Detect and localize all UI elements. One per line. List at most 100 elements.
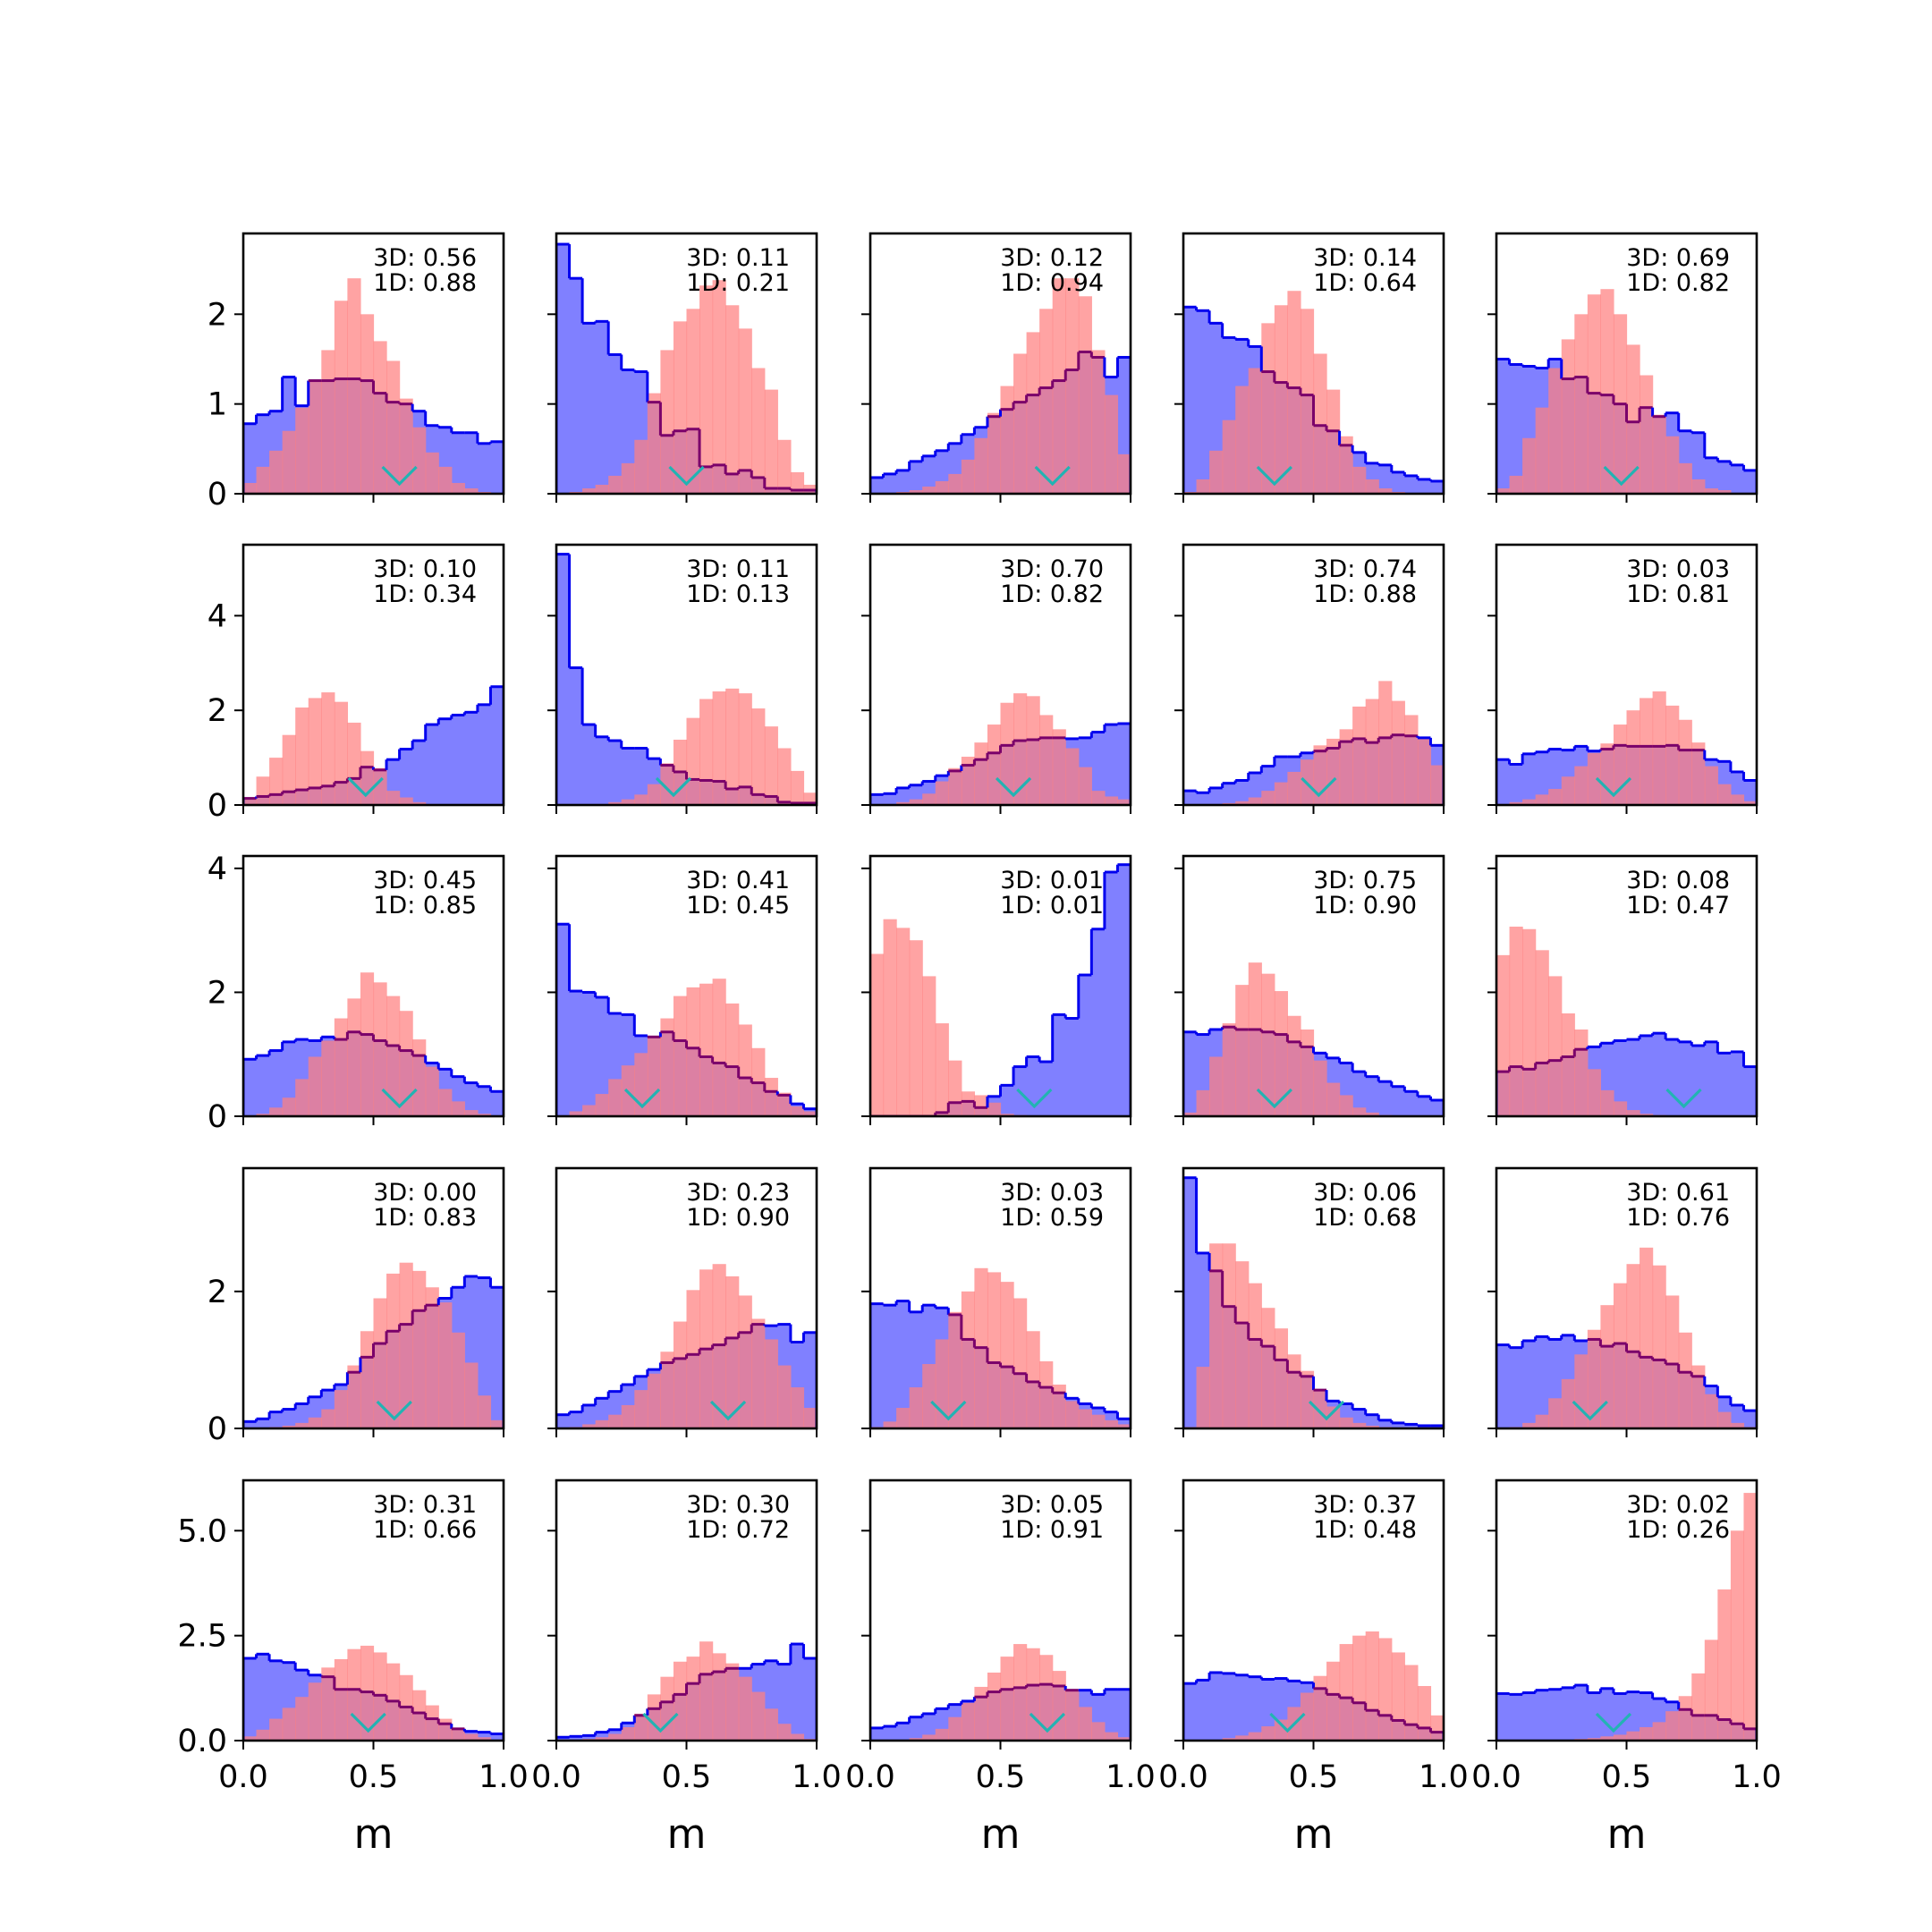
red-bar [1078, 1707, 1092, 1741]
red-bar [725, 688, 740, 805]
red-bar [1574, 766, 1589, 805]
red-bar [582, 1105, 597, 1116]
red-bar [1300, 1692, 1315, 1741]
red-bar [974, 437, 988, 494]
red-bar [1091, 791, 1106, 805]
panel-plot-area [243, 1645, 504, 1741]
y-tick-label: 5.0 [177, 1513, 227, 1549]
red-bar [412, 801, 427, 805]
red-bar [282, 430, 296, 494]
red-bar [660, 1352, 674, 1428]
label-1d: 1D: 0.72 [686, 1516, 790, 1544]
red-bar [269, 1107, 284, 1116]
blue-bar [1404, 475, 1419, 494]
red-bar [399, 398, 413, 494]
red-bar [1287, 291, 1301, 494]
blue-bar [1522, 753, 1537, 805]
true-value-marker [1269, 1712, 1306, 1733]
red-bar [1613, 1283, 1628, 1428]
red-bar [1548, 368, 1563, 494]
blue-bar [1209, 1672, 1224, 1741]
label-1d: 1D: 0.26 [1626, 1516, 1730, 1544]
true-value-marker [1603, 465, 1640, 487]
red-bar [1274, 991, 1288, 1116]
red-bar [1678, 719, 1692, 805]
blue-bar [1104, 724, 1119, 805]
red-bar [282, 1707, 296, 1741]
red-bar [373, 982, 387, 1116]
red-bar [1300, 1370, 1315, 1428]
red-bar [1209, 450, 1224, 494]
red-bar [1104, 796, 1119, 805]
red-bar [1117, 799, 1131, 805]
red-bar [360, 314, 375, 494]
red-bar [647, 784, 661, 805]
blue-bar [1117, 864, 1131, 1116]
red-bar [790, 770, 805, 805]
red-bar [1078, 767, 1092, 805]
red-bar [582, 1424, 597, 1428]
blue-bar [1496, 359, 1511, 494]
red-bar [321, 1409, 335, 1428]
true-value-marker [350, 1712, 386, 1733]
red-bar [1261, 323, 1275, 494]
y-tick-label: 0.0 [177, 1724, 227, 1759]
red-bar [1352, 1107, 1367, 1116]
blue-bar [438, 718, 453, 805]
red-bar [347, 1365, 361, 1428]
red-bar [347, 278, 361, 494]
red-bar [1235, 386, 1250, 494]
blue-bar [1704, 457, 1718, 494]
y-tick-label: 2 [208, 297, 227, 333]
red-bar [935, 480, 949, 494]
red-bar [1417, 738, 1432, 805]
red-bar [1222, 1738, 1236, 1741]
blue-bar [870, 1727, 885, 1741]
red-bar [1117, 453, 1131, 494]
red-bar [412, 1690, 427, 1741]
red-bar [282, 1425, 296, 1428]
label-3d: 3D: 0.11 [686, 244, 790, 272]
label-3d: 3D: 0.11 [686, 555, 790, 583]
red-bar [1065, 1401, 1080, 1428]
red-bar [1535, 1414, 1549, 1428]
red-bar [438, 1089, 453, 1116]
red-bar [1052, 1671, 1066, 1741]
red-bar [803, 1408, 817, 1428]
blue-bar [399, 749, 413, 805]
x-axis-label: m [1607, 1810, 1647, 1858]
red-bar [1587, 1738, 1601, 1741]
red-bar [699, 1641, 714, 1741]
red-bar [608, 1733, 623, 1741]
red-bar [673, 1661, 688, 1741]
red-bar [608, 801, 623, 805]
label-1d: 1D: 0.47 [1626, 892, 1730, 919]
blue-bar [464, 432, 479, 494]
red-bar [1183, 1112, 1198, 1116]
x-tick-label: 1.0 [792, 1759, 842, 1795]
red-bar [1013, 353, 1028, 494]
red-bar [1196, 1367, 1210, 1428]
red-bar [308, 1417, 322, 1428]
red-bar [987, 1272, 1002, 1428]
blue-bar [790, 1644, 805, 1741]
red-bar [738, 693, 752, 805]
blue-bar [556, 244, 571, 494]
red-bar [269, 1718, 284, 1741]
red-bar [961, 459, 975, 494]
blue-bar [1183, 1031, 1198, 1116]
blue-bar [1091, 732, 1106, 805]
blue-bar [777, 1664, 792, 1741]
blue-bar [1626, 1691, 1640, 1741]
red-bar [360, 972, 375, 1116]
true-value-marker [1301, 776, 1337, 798]
blue-bar [569, 278, 583, 494]
red-bar [974, 742, 988, 805]
blue-bar [451, 715, 465, 805]
panel-plot-area [1183, 291, 1444, 494]
blue-bar [1743, 1066, 1757, 1116]
blue-bar [1678, 1041, 1692, 1116]
red-bar [477, 1737, 492, 1741]
